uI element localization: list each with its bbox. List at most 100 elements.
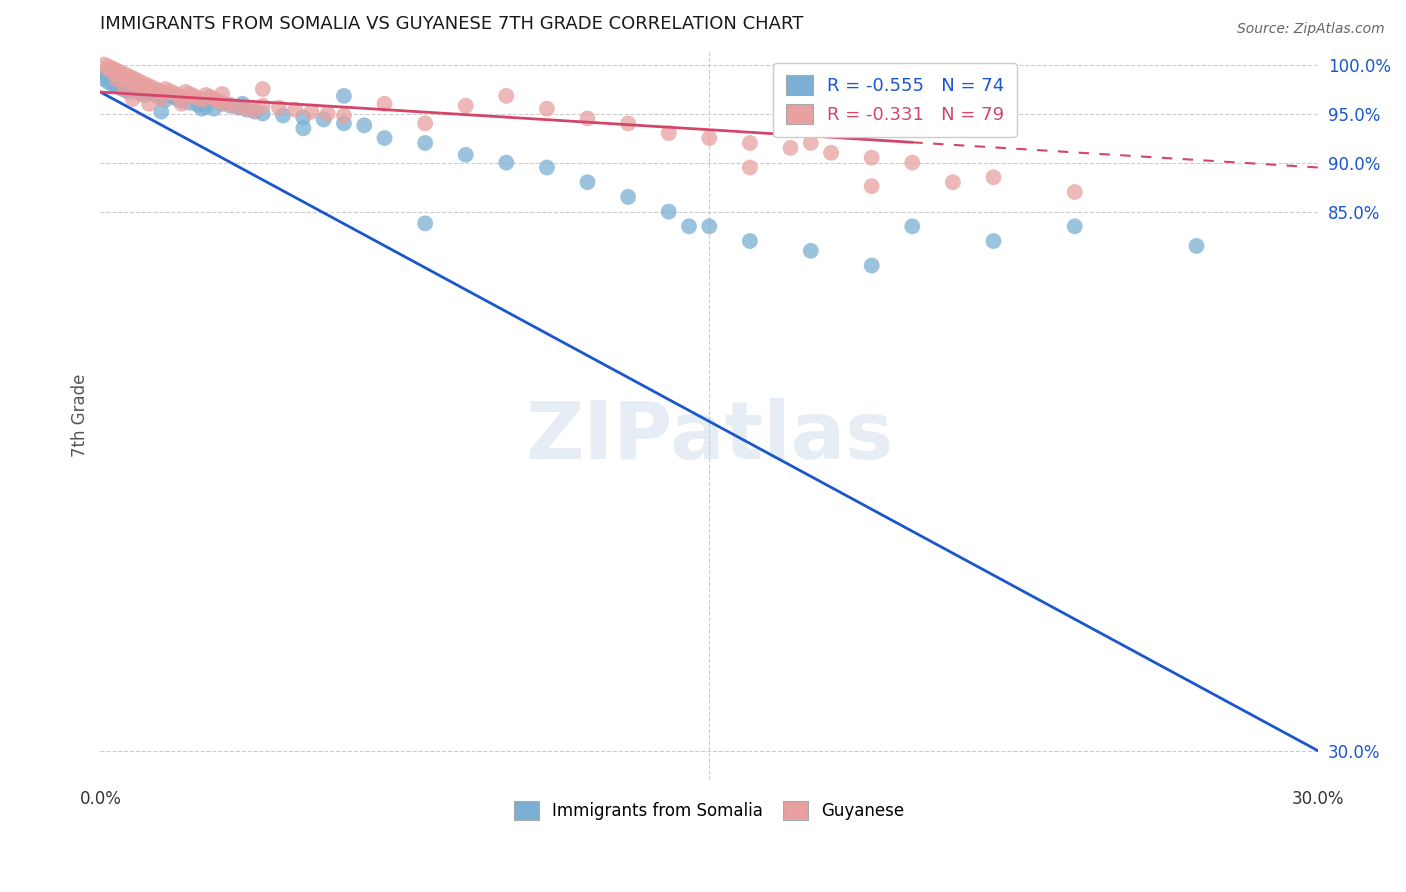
Point [211,96,233,111]
Point [142,81,165,95]
Point [1185,239,1208,253]
Point [118,70,141,84]
Point [110,81,132,95]
Point [219,97,242,112]
Point [536,161,558,175]
Point [252,106,274,120]
Y-axis label: 7th Grade: 7th Grade [72,374,89,457]
Point [860,179,883,194]
Point [162,90,184,104]
Point [105,70,128,84]
Point [125,77,148,91]
Point [219,99,242,113]
Point [114,71,136,86]
Point [166,87,188,102]
Point [678,219,700,234]
Point [110,65,132,79]
Point [129,79,152,94]
Point [235,103,257,117]
Point [454,147,477,161]
Point [170,90,193,104]
Point [697,219,720,234]
Point [118,80,141,95]
Point [101,77,124,91]
Point [187,91,209,105]
Point [301,104,323,119]
Legend: Immigrants from Somalia, Guyanese: Immigrants from Somalia, Guyanese [508,795,911,827]
Point [207,94,229,108]
Point [105,79,128,94]
Point [617,116,640,130]
Point [101,67,124,81]
Point [413,116,436,130]
Point [413,216,436,230]
Point [129,81,152,95]
Point [155,82,177,96]
Point [125,79,148,94]
Point [134,81,156,95]
Point [105,63,128,78]
Point [211,95,233,110]
Point [252,99,274,113]
Point [353,119,375,133]
Point [495,155,517,169]
Point [93,67,115,81]
Point [134,87,156,102]
Point [211,87,233,101]
Point [121,82,143,96]
Point [617,190,640,204]
Point [316,106,339,120]
Point [658,126,681,140]
Point [121,77,143,91]
Point [97,65,120,79]
Point [658,204,681,219]
Point [114,78,136,92]
Point [267,101,290,115]
Point [495,89,517,103]
Point [454,99,477,113]
Point [228,100,250,114]
Point [333,89,356,103]
Point [1063,185,1085,199]
Point [121,75,143,89]
Point [129,86,152,100]
Point [860,151,883,165]
Point [150,91,173,105]
Point [243,103,266,118]
Point [118,75,141,89]
Point [942,175,965,189]
Point [150,85,173,99]
Point [738,234,761,248]
Point [110,76,132,90]
Point [118,85,141,99]
Point [97,62,120,77]
Point [105,67,128,81]
Point [820,145,842,160]
Point [576,112,599,126]
Point [134,77,156,91]
Point [97,60,120,74]
Point [860,259,883,273]
Point [155,93,177,107]
Point [697,131,720,145]
Point [129,75,152,89]
Point [800,136,823,150]
Point [97,70,120,85]
Point [110,70,132,84]
Point [105,74,128,88]
Point [191,102,214,116]
Point [228,101,250,115]
Point [114,67,136,81]
Point [138,79,160,94]
Point [333,109,356,123]
Point [166,92,188,106]
Point [187,97,209,112]
Point [93,72,115,87]
Point [183,89,205,103]
Point [125,73,148,87]
Point [170,96,193,111]
Point [138,96,160,111]
Point [235,102,257,116]
Point [114,82,136,96]
Point [194,100,217,114]
